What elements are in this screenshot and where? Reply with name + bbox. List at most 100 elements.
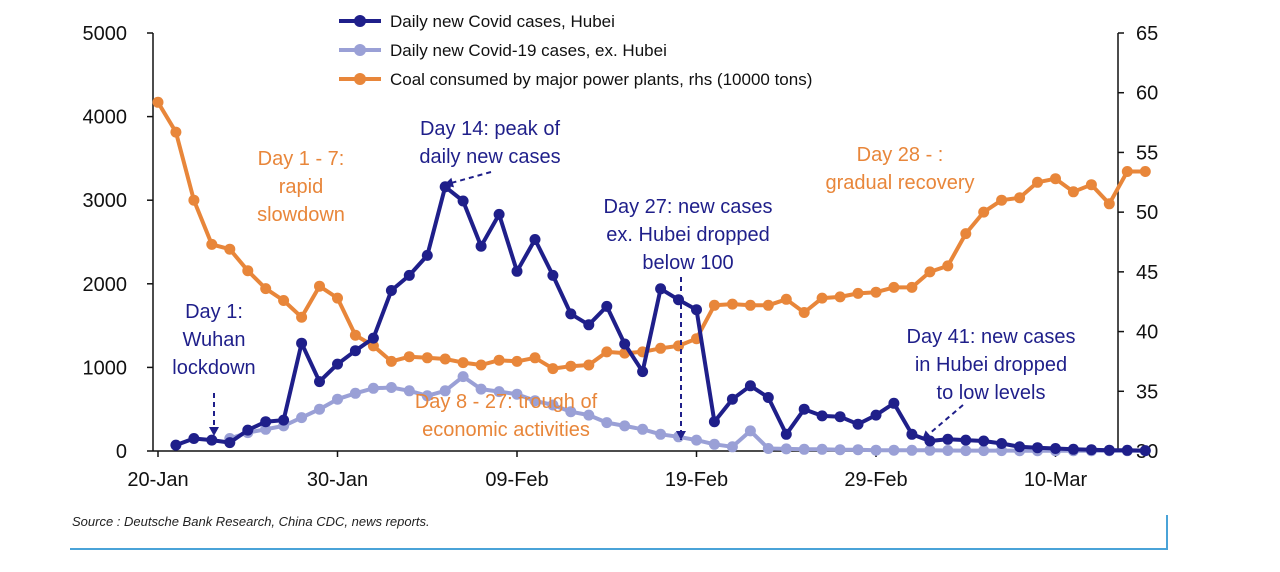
data-point	[296, 412, 308, 424]
x-tick-label: 30-Jan	[307, 469, 368, 491]
data-point	[1014, 441, 1026, 453]
data-point	[888, 444, 900, 456]
data-point	[906, 428, 918, 440]
data-point	[744, 425, 756, 437]
data-point	[834, 291, 846, 303]
data-point	[960, 445, 972, 457]
series-layer	[152, 96, 1151, 457]
data-point	[242, 424, 254, 436]
data-point	[457, 195, 469, 207]
data-point	[439, 385, 451, 397]
annotation-1: Day 1: Wuhan lockdown	[172, 301, 255, 379]
data-point	[583, 359, 595, 371]
data-point	[780, 428, 792, 440]
data-point	[852, 444, 864, 456]
data-point	[385, 355, 397, 367]
data-point	[296, 311, 308, 323]
data-point	[403, 269, 415, 281]
data-point	[565, 406, 577, 418]
data-point	[870, 444, 882, 456]
data-point	[565, 308, 577, 320]
data-point	[367, 332, 379, 344]
legend-item: Daily new Covid-19 cases, ex. Hubei	[339, 41, 667, 60]
y-left-tick-label: 3000	[83, 190, 128, 212]
data-point	[870, 409, 882, 421]
y-left-tick-label: 1000	[83, 357, 128, 379]
series-2	[152, 96, 1151, 375]
data-point	[565, 360, 577, 372]
data-point	[726, 441, 738, 453]
y-right-tick-label: 55	[1136, 142, 1158, 164]
data-point	[547, 363, 559, 375]
legend-swatch-marker	[354, 44, 366, 56]
data-point	[1121, 166, 1133, 177]
annotation-line: economic activities	[422, 419, 590, 441]
data-point	[798, 307, 810, 318]
data-point	[906, 444, 918, 456]
y-right-tick-label: 60	[1136, 83, 1158, 105]
annotation-arrow	[676, 277, 686, 440]
data-point	[439, 353, 451, 365]
legend-label: Coal consumed by major power plants, rhs…	[390, 70, 812, 89]
data-point	[726, 393, 738, 405]
data-point	[673, 294, 684, 306]
data-point	[1085, 179, 1097, 191]
data-point	[206, 434, 218, 446]
data-point	[475, 240, 487, 252]
legend-label: Daily new Covid cases, Hubei	[390, 12, 615, 31]
data-point	[224, 243, 236, 255]
data-point	[942, 433, 954, 445]
footer-rule-right	[1166, 515, 1168, 550]
data-point	[960, 228, 972, 240]
data-point	[367, 340, 379, 352]
footer-rule	[70, 548, 1168, 550]
data-point	[475, 383, 487, 395]
data-point	[511, 388, 523, 400]
data-point	[691, 434, 702, 446]
data-point	[1032, 442, 1043, 454]
data-point	[691, 304, 702, 316]
y-right-tick-label: 35	[1136, 381, 1158, 403]
data-point	[762, 299, 774, 311]
data-point	[260, 416, 272, 428]
y-right-tick-label: 65	[1136, 23, 1158, 45]
data-point	[511, 265, 523, 277]
data-point	[619, 420, 631, 432]
data-point	[529, 395, 541, 407]
data-point	[655, 283, 667, 295]
data-point	[349, 387, 361, 399]
arrow-head	[676, 431, 686, 440]
annotation-line: Day 1 - 7:	[258, 148, 345, 170]
data-point	[1032, 176, 1043, 188]
data-point	[224, 437, 236, 449]
legend-swatch-marker	[354, 15, 366, 27]
data-point	[242, 265, 254, 277]
data-point	[708, 299, 720, 311]
annotation-arrow	[443, 171, 492, 188]
data-point	[493, 208, 505, 220]
data-point	[601, 300, 613, 312]
data-point	[170, 126, 182, 138]
annotation-line: Day 1:	[185, 301, 243, 323]
annotation-5: Day 27: new cases ex. Hubei dropped below …	[604, 196, 773, 274]
data-point	[188, 433, 200, 444]
series-0	[170, 181, 1151, 457]
y-left-tick-label: 4000	[83, 107, 128, 129]
data-point	[637, 366, 649, 378]
data-point	[978, 445, 990, 457]
y-right-tick-label: 40	[1136, 322, 1158, 344]
data-point	[457, 357, 469, 369]
data-point	[493, 386, 505, 398]
legend-label: Daily new Covid-19 cases, ex. Hubei	[390, 41, 667, 60]
annotation-arrow	[209, 393, 219, 436]
data-point	[493, 354, 505, 366]
annotation-layer: Day 1: Wuhan lockdown Day 1 - 7: rapid slowdo…	[172, 118, 1075, 441]
data-point	[852, 418, 864, 430]
annotation-line: lockdown	[172, 357, 255, 379]
data-point	[798, 443, 810, 455]
data-point	[547, 269, 559, 281]
data-point	[1139, 166, 1151, 177]
data-point	[421, 352, 433, 364]
data-point	[780, 443, 792, 455]
annotation-6: Day 28 - : gradual recovery	[826, 144, 975, 194]
